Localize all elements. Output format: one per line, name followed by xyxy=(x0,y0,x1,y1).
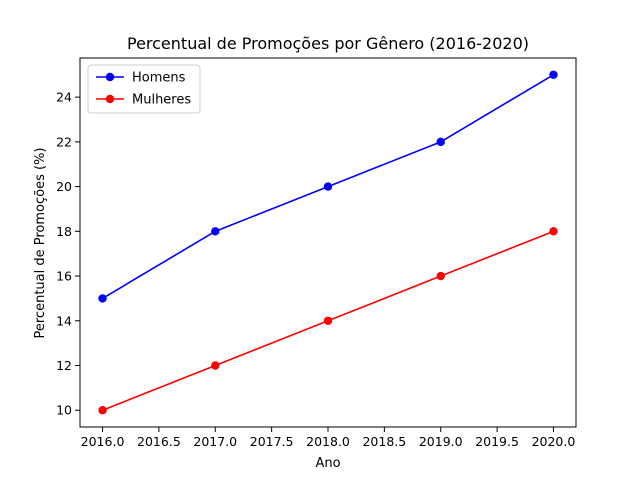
legend-marker xyxy=(105,72,115,82)
legend-marker xyxy=(105,94,115,104)
data-point xyxy=(323,182,333,191)
y-tick-label: 14 xyxy=(56,313,72,328)
y-tick-label: 18 xyxy=(56,224,72,239)
data-point xyxy=(211,227,220,236)
axes-frame xyxy=(79,57,577,428)
x-tick-label: 2017.0 xyxy=(193,434,237,449)
y-tick-label: 10 xyxy=(56,403,72,418)
x-tick-label: 2019.5 xyxy=(475,434,519,449)
y-axis-label: Percentual de Promoções (%) xyxy=(33,148,48,339)
x-tick-label: 2020.0 xyxy=(532,434,576,449)
legend-label: Homens xyxy=(132,71,186,86)
data-point xyxy=(211,361,220,370)
legend-label: Mulheres xyxy=(132,93,191,108)
x-tick-label: 2019.0 xyxy=(419,434,463,449)
data-point xyxy=(323,316,333,325)
y-tick-label: 20 xyxy=(56,179,72,194)
data-point xyxy=(549,70,558,79)
y-tick-label: 22 xyxy=(56,134,72,149)
data-point xyxy=(98,294,107,303)
data-point xyxy=(436,137,445,147)
x-tick-label: 2017.5 xyxy=(250,434,294,449)
x-tick-label: 2016.0 xyxy=(81,434,125,449)
data-point xyxy=(549,227,558,236)
y-tick-label: 24 xyxy=(56,90,72,105)
x-tick-label: 2018.0 xyxy=(306,434,350,449)
data-point xyxy=(436,271,445,281)
x-tick-label: 2018.5 xyxy=(362,434,406,449)
plot-area: 2016.0 2016.5 2017.0 2017.5 2018.0 2018.5 2019… xyxy=(56,57,577,449)
x-tick-label: 2016.5 xyxy=(137,434,181,449)
y-tick-label: 16 xyxy=(56,269,72,284)
chart-title: Percentual de Promoções por Gênero (2016… xyxy=(127,34,529,53)
x-axis-label: Ano xyxy=(315,456,340,471)
y-tick-label: 12 xyxy=(56,358,72,373)
data-point xyxy=(98,406,107,415)
legend: Homens Mulheres xyxy=(87,64,201,114)
